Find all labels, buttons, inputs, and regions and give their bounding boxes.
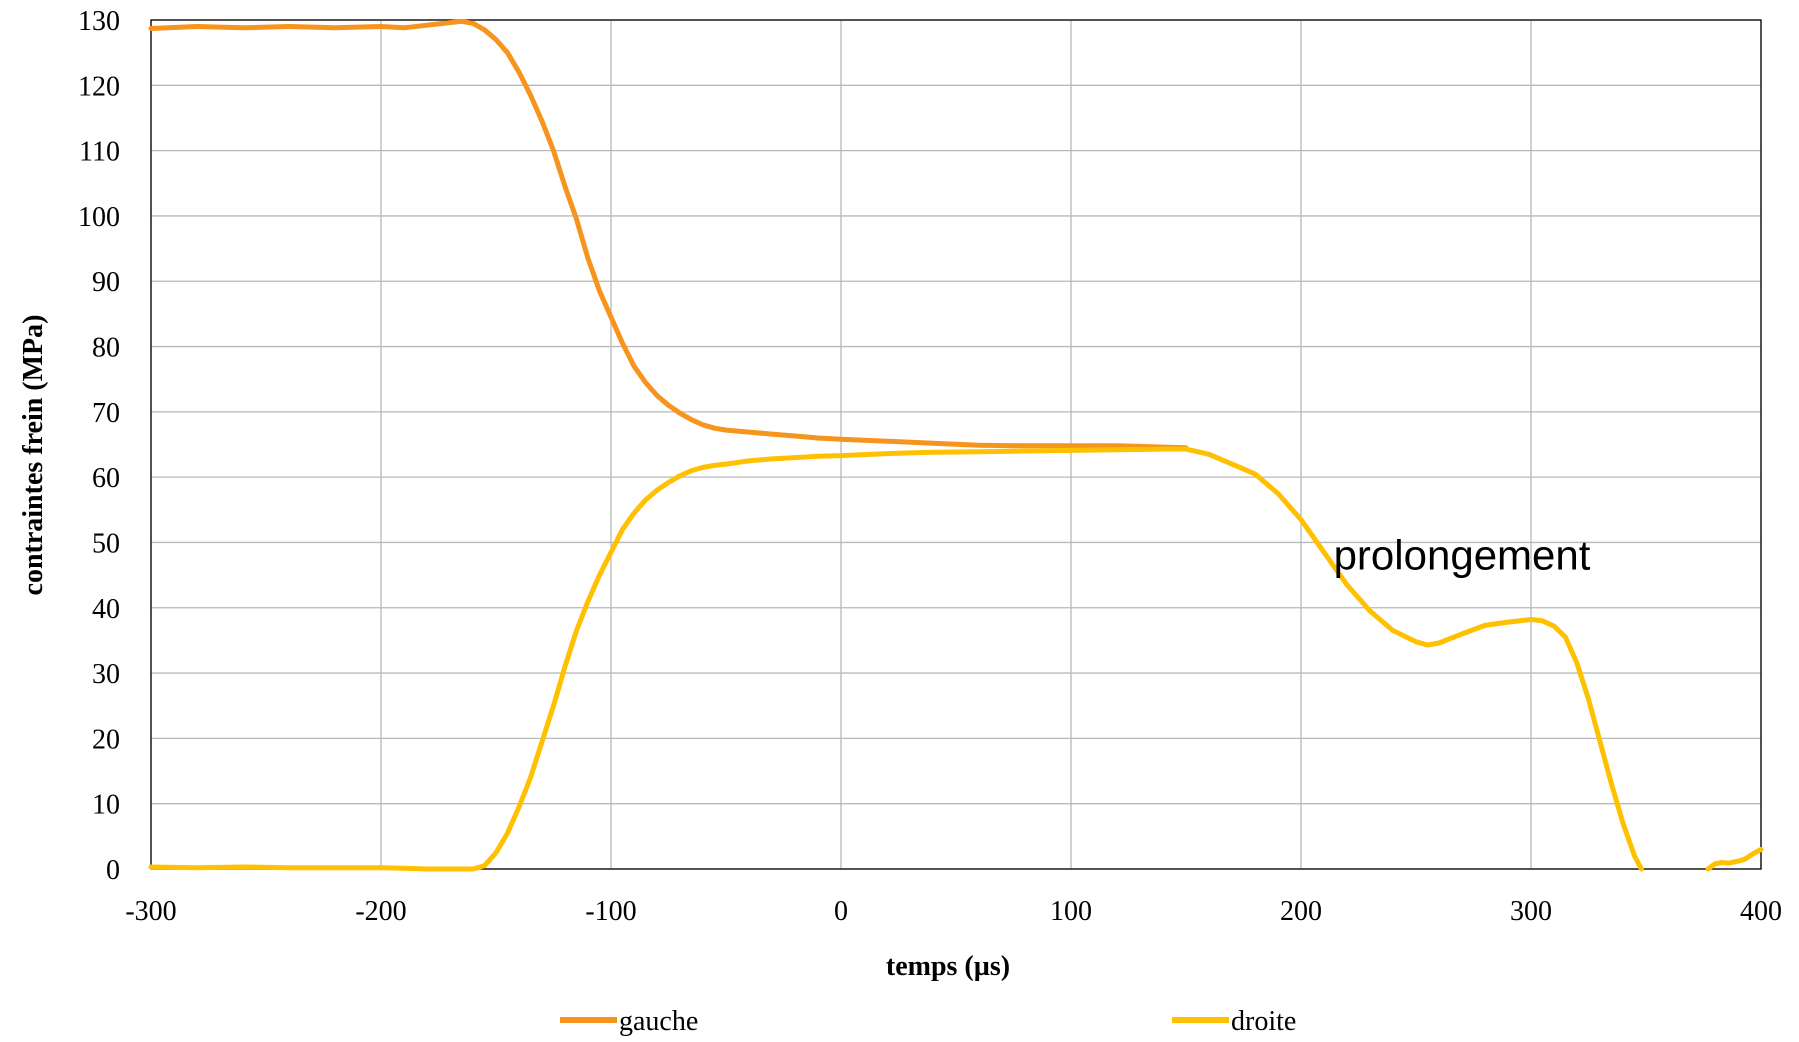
legend-item-gauche: gauche [560,1006,698,1037]
series-lines [148,18,1764,872]
x-axis-title: temps (µs) [886,951,1010,982]
x-tick-label: 400 [1740,896,1782,927]
legend-label-droite: droite [1231,1006,1296,1037]
x-tick-label: 200 [1280,896,1322,927]
series-line-gauche [148,18,1189,451]
x-tick-label: -300 [125,896,176,927]
x-tick-label: -100 [585,896,636,927]
y-tick-label: 80 [92,333,120,364]
annotation-prolongement: prolongement [1334,532,1591,579]
y-tick-label: 110 [79,137,120,168]
x-axis-tick-labels: -300 -200 -100 0 100 200 300 400 [125,896,1782,927]
y-tick-label: 60 [92,463,120,494]
y-axis-title: contraintes frein (MPa) [18,315,49,596]
plot-frame [150,19,1762,870]
x-tick-label: 300 [1510,896,1552,927]
x-tick-label: -200 [355,896,406,927]
legend-label-gauche: gauche [619,1006,698,1037]
y-tick-label: 40 [92,594,120,625]
x-tick-label: 100 [1050,896,1092,927]
y-tick-label: 120 [78,71,120,102]
y-axis-tick-labels: 0 10 20 30 40 50 60 70 80 90 100 110 120 130 [78,6,120,886]
y-tick-label: 20 [92,724,120,755]
series-line-droite-tail [1705,846,1764,872]
y-tick-label: 30 [92,659,120,690]
legend: gauche droite [560,1006,1296,1037]
series-line-droite [148,446,1644,872]
y-tick-label: 10 [92,790,120,821]
plot-border [150,19,1762,870]
x-tick-label: 0 [834,896,848,927]
y-tick-label: 90 [92,267,120,298]
y-tick-label: 100 [78,202,120,233]
y-tick-label: 70 [92,398,120,429]
legend-item-droite: droite [1172,1006,1296,1037]
y-tick-label: 0 [106,855,120,886]
y-tick-label: 50 [92,528,120,559]
y-tick-label: 130 [78,6,120,37]
